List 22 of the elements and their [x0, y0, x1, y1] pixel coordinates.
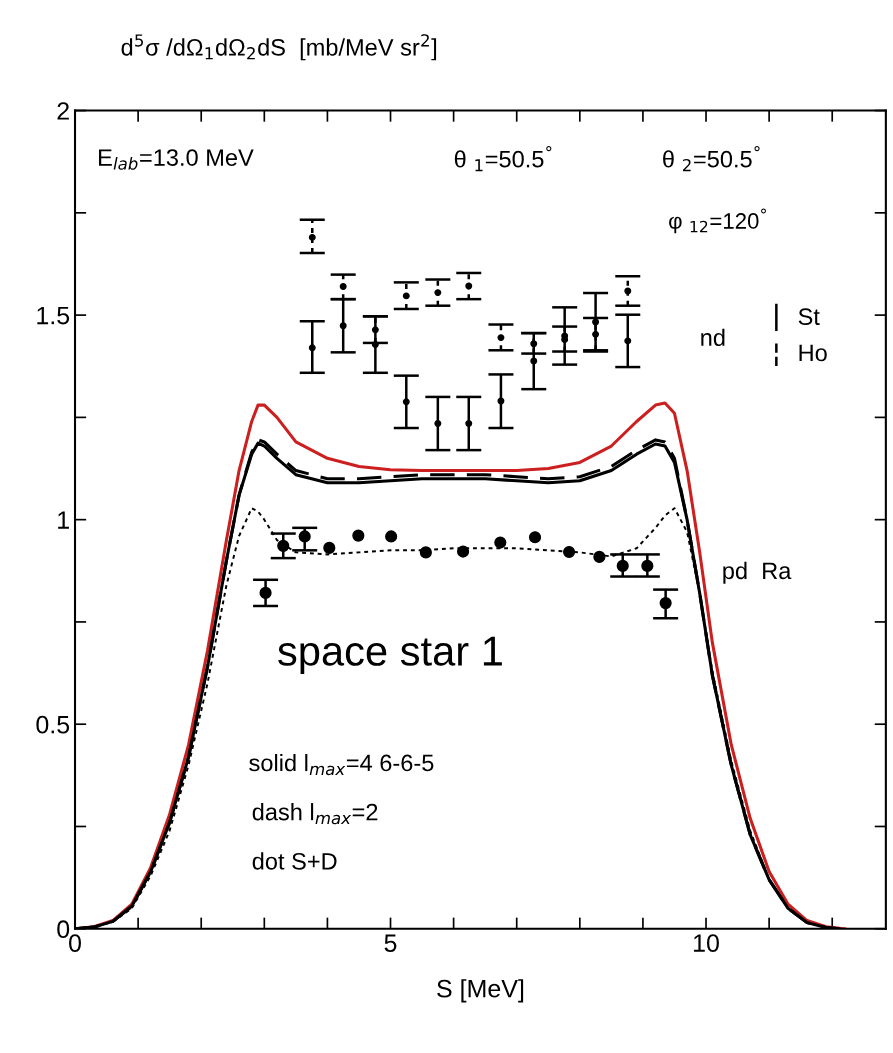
annotation: dot S+D: [252, 852, 337, 870]
annotation: E$_{lab}$=13.0 MeV: [99, 149, 254, 170]
legend-label: Ho: [799, 344, 827, 362]
x-tick-label: 5: [384, 934, 397, 952]
x-tick-label: 0: [69, 934, 81, 952]
annotation: θ $_{2}$=50.5$^{°}$: [663, 146, 760, 172]
y-tick-label: 0: [57, 920, 70, 939]
annotation: θ $_{1}$=50.5$^{°}$: [454, 146, 552, 172]
annotation: pd Ra: [723, 561, 792, 584]
y-tick-label: 2: [57, 102, 69, 120]
legend-label: St: [798, 308, 820, 326]
annotation: nd: [701, 328, 725, 346]
y-tick-label: 1: [58, 511, 69, 529]
text: d$^{5}$σ /dΩ$_{1}$dΩ$_{2}$dS [mb/MeV sr$^{2}$]: [121, 34, 437, 61]
annotation: φ $_{12}$=120$^{°}$: [669, 208, 766, 234]
annotation: solid l$_{max}$=4 6-6-5: [249, 753, 434, 776]
annotation: dash l$_{max}$=2: [252, 803, 378, 825]
y-tick-label: 0.5: [36, 715, 70, 734]
annotation: space star 1: [278, 636, 502, 675]
x-tick-label: 10: [694, 934, 719, 952]
y-tick-label: 1.5: [37, 306, 70, 325]
x-axis-title: S [MeV]: [437, 979, 524, 1003]
